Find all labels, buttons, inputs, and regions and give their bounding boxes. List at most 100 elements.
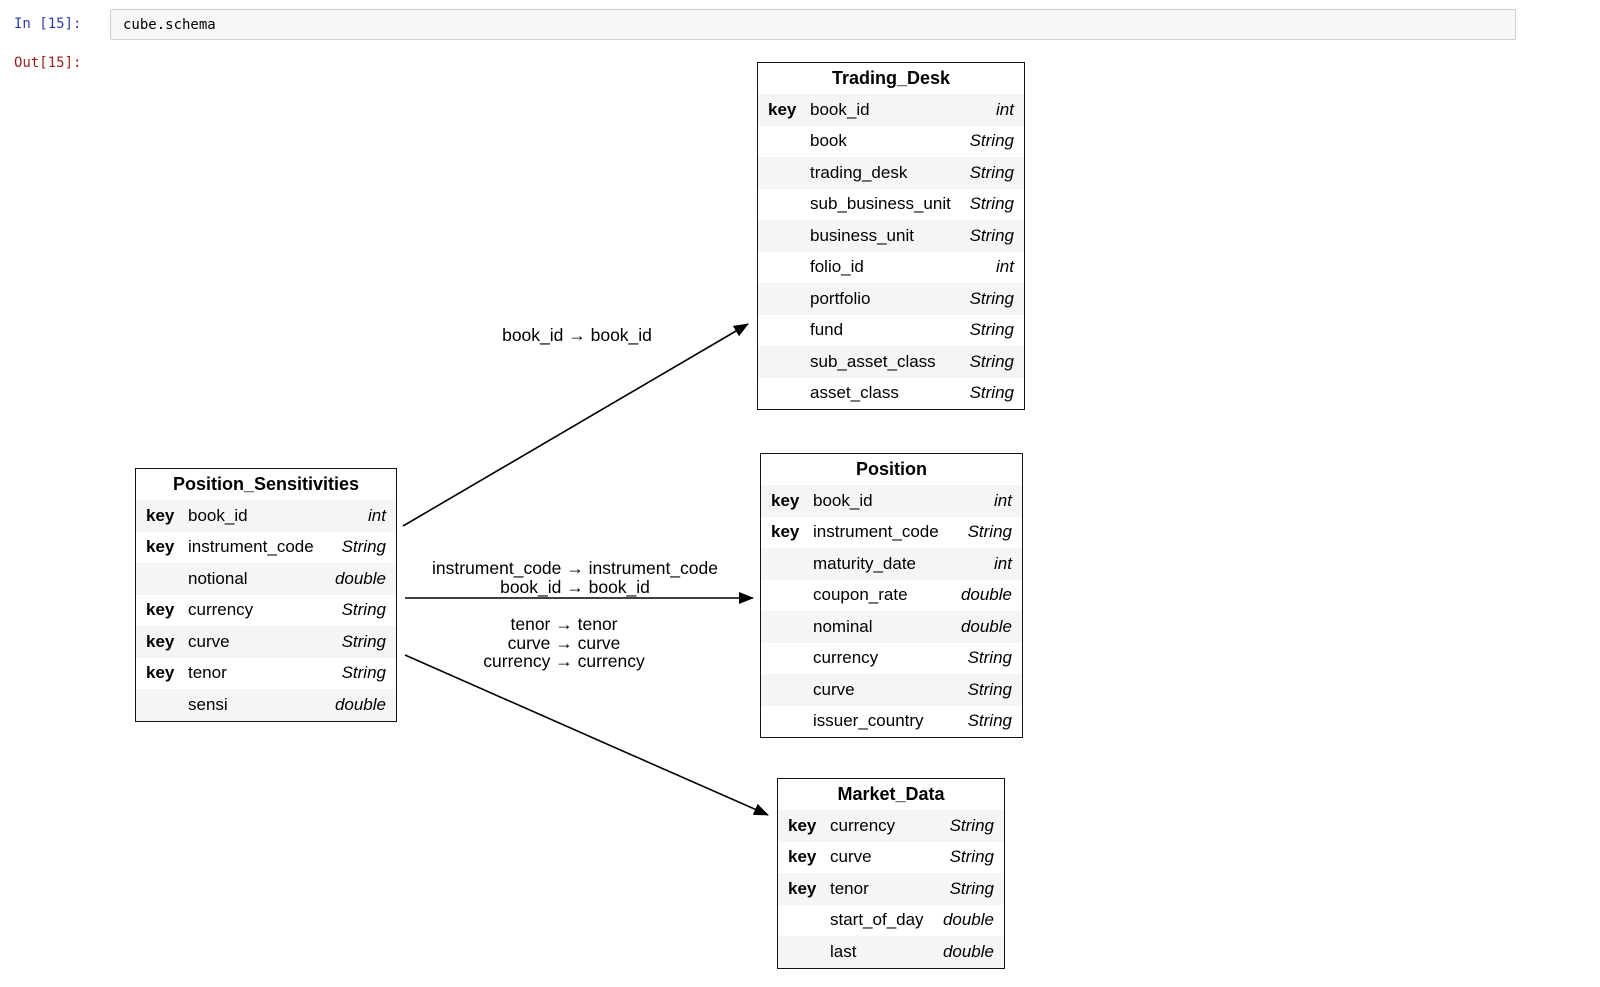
field-name: curve bbox=[830, 847, 872, 867]
field-name: tenor bbox=[830, 878, 869, 898]
table-row: sub_business_unit String bbox=[758, 189, 1024, 221]
field-type: double bbox=[960, 616, 1012, 636]
field-name: business_unit bbox=[810, 225, 914, 245]
table-row: nominal double bbox=[761, 611, 1022, 643]
field-name: tenor bbox=[188, 663, 227, 683]
table-row: trading_desk String bbox=[758, 157, 1024, 189]
table-row: start_of_day double bbox=[778, 905, 1004, 937]
table-row: currency String bbox=[761, 643, 1022, 675]
field-key-badge: key bbox=[771, 522, 800, 542]
field-type: String bbox=[969, 225, 1014, 245]
table-row: key book_id int bbox=[761, 485, 1022, 517]
table-row: key currency String bbox=[136, 595, 396, 627]
table-row: maturity_date int bbox=[761, 548, 1022, 580]
table-position: Position key book_id int key instrument_code… bbox=[760, 453, 1023, 738]
table-rows: key book_id int key instrument_code String not… bbox=[136, 500, 396, 721]
output-prompt: Out[15]: bbox=[14, 55, 82, 71]
code-input[interactable]: cube.schema bbox=[110, 9, 1516, 40]
code-text: cube.schema bbox=[123, 16, 216, 33]
table-row: key tenor String bbox=[136, 658, 396, 690]
table-row: key book_id int bbox=[758, 94, 1024, 126]
field-type: int bbox=[996, 99, 1014, 119]
field-type: String bbox=[969, 351, 1014, 371]
table-row: key curve String bbox=[136, 626, 396, 658]
field-type: double bbox=[960, 585, 1012, 605]
field-name: book bbox=[810, 131, 847, 151]
table-title: Market_Data bbox=[837, 784, 945, 804]
field-name: fund bbox=[810, 320, 844, 340]
field-name: book_id bbox=[188, 505, 248, 525]
field-type: String bbox=[967, 522, 1012, 542]
table-row: sensi double bbox=[136, 689, 396, 721]
table-trading-desk: Trading_Desk key book_id int book String trad… bbox=[757, 62, 1025, 410]
field-type: int bbox=[994, 553, 1012, 573]
table-row: key instrument_code String bbox=[136, 532, 396, 564]
table-rows: key book_id int key instrument_code String mat… bbox=[761, 485, 1022, 737]
field-key-badge: key bbox=[146, 631, 175, 651]
table-title: Position bbox=[856, 459, 927, 479]
field-name: curve bbox=[813, 679, 855, 699]
field-name: asset_class bbox=[810, 383, 899, 403]
field-name: instrument_code bbox=[813, 522, 939, 542]
relation-label: book_id → book_id bbox=[500, 577, 650, 597]
field-type: double bbox=[942, 941, 994, 961]
field-name: coupon_rate bbox=[813, 585, 908, 605]
table-position-sensitivities: Position_Sensitivities key book_id int key i… bbox=[135, 468, 397, 722]
table-row: key currency String bbox=[778, 810, 1004, 842]
field-type: int bbox=[996, 257, 1014, 277]
relation-label: currency → currency bbox=[483, 651, 645, 671]
field-type: int bbox=[994, 490, 1012, 510]
table-row: coupon_rate double bbox=[761, 580, 1022, 612]
field-name: currency bbox=[188, 600, 254, 620]
field-name: curve bbox=[188, 631, 230, 651]
field-name: currency bbox=[813, 648, 879, 668]
field-type: double bbox=[334, 568, 386, 588]
field-type: String bbox=[341, 600, 386, 620]
table-row: key curve String bbox=[778, 842, 1004, 874]
table-rows: key currency String key curve String key tenor S… bbox=[778, 810, 1004, 968]
field-name: portfolio bbox=[810, 288, 871, 308]
table-row: key book_id int bbox=[136, 500, 396, 532]
relation-label: book_id → book_id bbox=[502, 325, 652, 345]
field-type: String bbox=[969, 194, 1014, 214]
field-name: last bbox=[830, 941, 857, 961]
field-name: nominal bbox=[813, 616, 873, 636]
field-name: book_id bbox=[813, 490, 873, 510]
field-key-badge: key bbox=[788, 878, 817, 898]
table-title: Position_Sensitivities bbox=[172, 474, 360, 494]
field-key-badge: key bbox=[146, 600, 175, 620]
table-row: key instrument_code String bbox=[761, 517, 1022, 549]
field-key-badge: key bbox=[768, 99, 797, 119]
field-type: String bbox=[949, 815, 994, 835]
field-name: sub_asset_class bbox=[810, 351, 936, 371]
table-rows: key book_id int book String trading_desk Strin… bbox=[758, 94, 1024, 409]
field-name: notional bbox=[188, 568, 248, 588]
field-type: String bbox=[969, 162, 1014, 182]
relation-label: instrument_code → instrument_code bbox=[432, 558, 718, 578]
table-row: sub_asset_class String bbox=[758, 346, 1024, 378]
table-row: issuer_country String bbox=[761, 706, 1022, 738]
table-row: curve String bbox=[761, 674, 1022, 706]
field-type: String bbox=[341, 663, 386, 683]
field-type: String bbox=[341, 631, 386, 651]
field-type: String bbox=[967, 711, 1012, 731]
table-row: notional double bbox=[136, 563, 396, 595]
field-name: book_id bbox=[810, 99, 870, 119]
field-key-badge: key bbox=[146, 663, 175, 683]
table-title: Trading_Desk bbox=[831, 68, 951, 88]
table-row: folio_id int bbox=[758, 252, 1024, 284]
field-type: String bbox=[969, 131, 1014, 151]
table-market-data: Market_Data key currency String key curve Str… bbox=[777, 778, 1005, 969]
field-type: String bbox=[969, 288, 1014, 308]
field-type: String bbox=[969, 320, 1014, 340]
field-name: currency bbox=[830, 815, 896, 835]
relation-label: tenor → tenor bbox=[510, 614, 618, 634]
table-row: last double bbox=[778, 936, 1004, 968]
field-key-badge: key bbox=[771, 490, 800, 510]
relation-label: curve → curve bbox=[507, 633, 621, 653]
field-type: double bbox=[334, 694, 386, 714]
field-key-badge: key bbox=[146, 537, 175, 557]
table-row: asset_class String bbox=[758, 378, 1024, 410]
field-type: String bbox=[341, 537, 386, 557]
